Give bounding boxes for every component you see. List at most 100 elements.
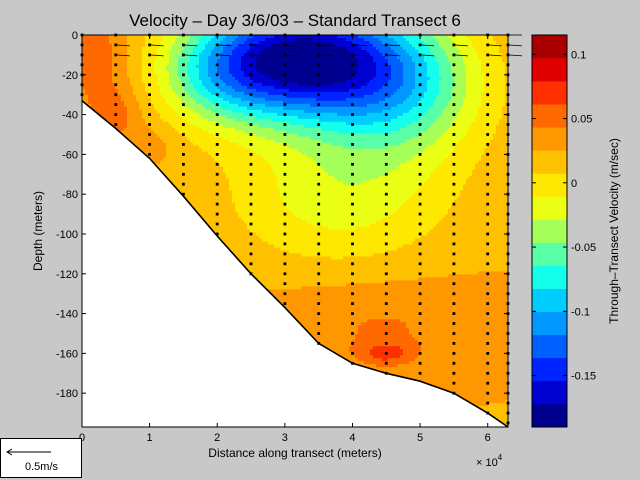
field-cell	[166, 46, 170, 51]
field-cell	[136, 73, 140, 78]
field-cell	[94, 52, 98, 57]
field-cell	[196, 49, 200, 54]
field-cell	[82, 97, 86, 102]
field-cell	[85, 97, 89, 102]
field-cell	[190, 133, 194, 138]
field-cell	[91, 46, 95, 51]
field-cell	[157, 70, 161, 75]
field-cell	[154, 94, 158, 99]
field-cell	[169, 52, 173, 57]
field-cell	[154, 148, 158, 153]
field-cell	[166, 148, 170, 153]
field-cell	[190, 79, 194, 84]
field-cell	[184, 64, 188, 69]
field-cell	[142, 46, 146, 51]
field-cell	[166, 124, 170, 129]
field-cell	[151, 67, 155, 72]
field-cell	[190, 154, 194, 159]
field-cell	[139, 103, 143, 108]
field-cell	[97, 82, 101, 87]
field-cell	[193, 100, 197, 105]
field-cell	[190, 82, 194, 87]
field-cell	[154, 106, 158, 111]
field-cell	[163, 124, 167, 129]
field-cell	[145, 109, 149, 114]
field-cell	[193, 76, 197, 81]
field-cell	[175, 151, 179, 156]
field-cell	[169, 175, 173, 180]
field-cell	[184, 79, 188, 84]
field-cell	[103, 106, 107, 111]
field-cell	[139, 124, 143, 129]
field-cell	[112, 109, 116, 114]
field-cell	[160, 100, 164, 105]
field-cell	[139, 79, 143, 84]
field-cell	[169, 145, 173, 150]
field-cell	[193, 169, 197, 174]
field-cell	[184, 124, 188, 129]
field-cell	[142, 142, 146, 147]
field-cell	[187, 166, 191, 171]
field-cell	[142, 88, 146, 93]
field-cell	[82, 40, 86, 45]
field-cell	[169, 169, 173, 174]
field-cell	[163, 127, 167, 132]
field-cell	[154, 133, 158, 138]
field-cell	[163, 139, 167, 144]
field-cell	[145, 79, 149, 84]
field-cell	[184, 172, 188, 177]
field-cell	[178, 37, 182, 42]
field-cell	[121, 55, 125, 60]
field-cell	[109, 97, 113, 102]
field-cell	[187, 187, 191, 191]
field-cell	[130, 85, 134, 90]
field-cell	[166, 136, 170, 141]
field-cell	[190, 136, 194, 141]
field-cell	[82, 35, 86, 39]
field-cell	[178, 55, 182, 60]
field-cell	[142, 58, 146, 63]
field-cell	[175, 103, 179, 108]
field-cell	[130, 88, 134, 93]
field-cell	[178, 40, 182, 45]
field-cell	[181, 97, 185, 102]
field-cell	[88, 52, 92, 57]
field-cell	[181, 139, 185, 144]
field-cell	[145, 118, 149, 123]
field-cell	[190, 163, 194, 168]
field-cell	[91, 85, 95, 90]
field-cell	[148, 79, 152, 84]
field-cell	[163, 37, 167, 42]
field-cell	[181, 178, 185, 183]
field-cell	[121, 64, 125, 69]
field-cell	[115, 70, 119, 75]
field-cell	[166, 127, 170, 132]
field-cell	[169, 73, 173, 78]
field-cell	[166, 91, 170, 96]
field-cell	[190, 115, 194, 120]
field-cell	[184, 100, 188, 105]
field-cell	[88, 40, 92, 45]
field-cell	[145, 40, 149, 45]
field-cell	[196, 70, 200, 75]
field-cell	[97, 43, 101, 48]
field-cell	[100, 106, 104, 111]
field-cell	[91, 58, 95, 63]
field-cell	[178, 187, 182, 191]
field-cell	[127, 40, 131, 45]
field-cell	[127, 64, 131, 69]
field-cell	[151, 118, 155, 123]
field-cell	[187, 190, 191, 194]
field-cell	[115, 97, 119, 102]
field-cell	[178, 172, 182, 177]
field-cell	[130, 91, 134, 96]
field-cell	[85, 88, 89, 93]
field-cell	[88, 85, 92, 90]
field-cell	[193, 145, 197, 150]
field-cell	[181, 127, 185, 132]
field-cell	[190, 190, 194, 194]
field-cell	[112, 70, 116, 75]
field-cell	[118, 112, 122, 117]
field-cell	[85, 58, 89, 63]
field-cell	[166, 151, 170, 156]
